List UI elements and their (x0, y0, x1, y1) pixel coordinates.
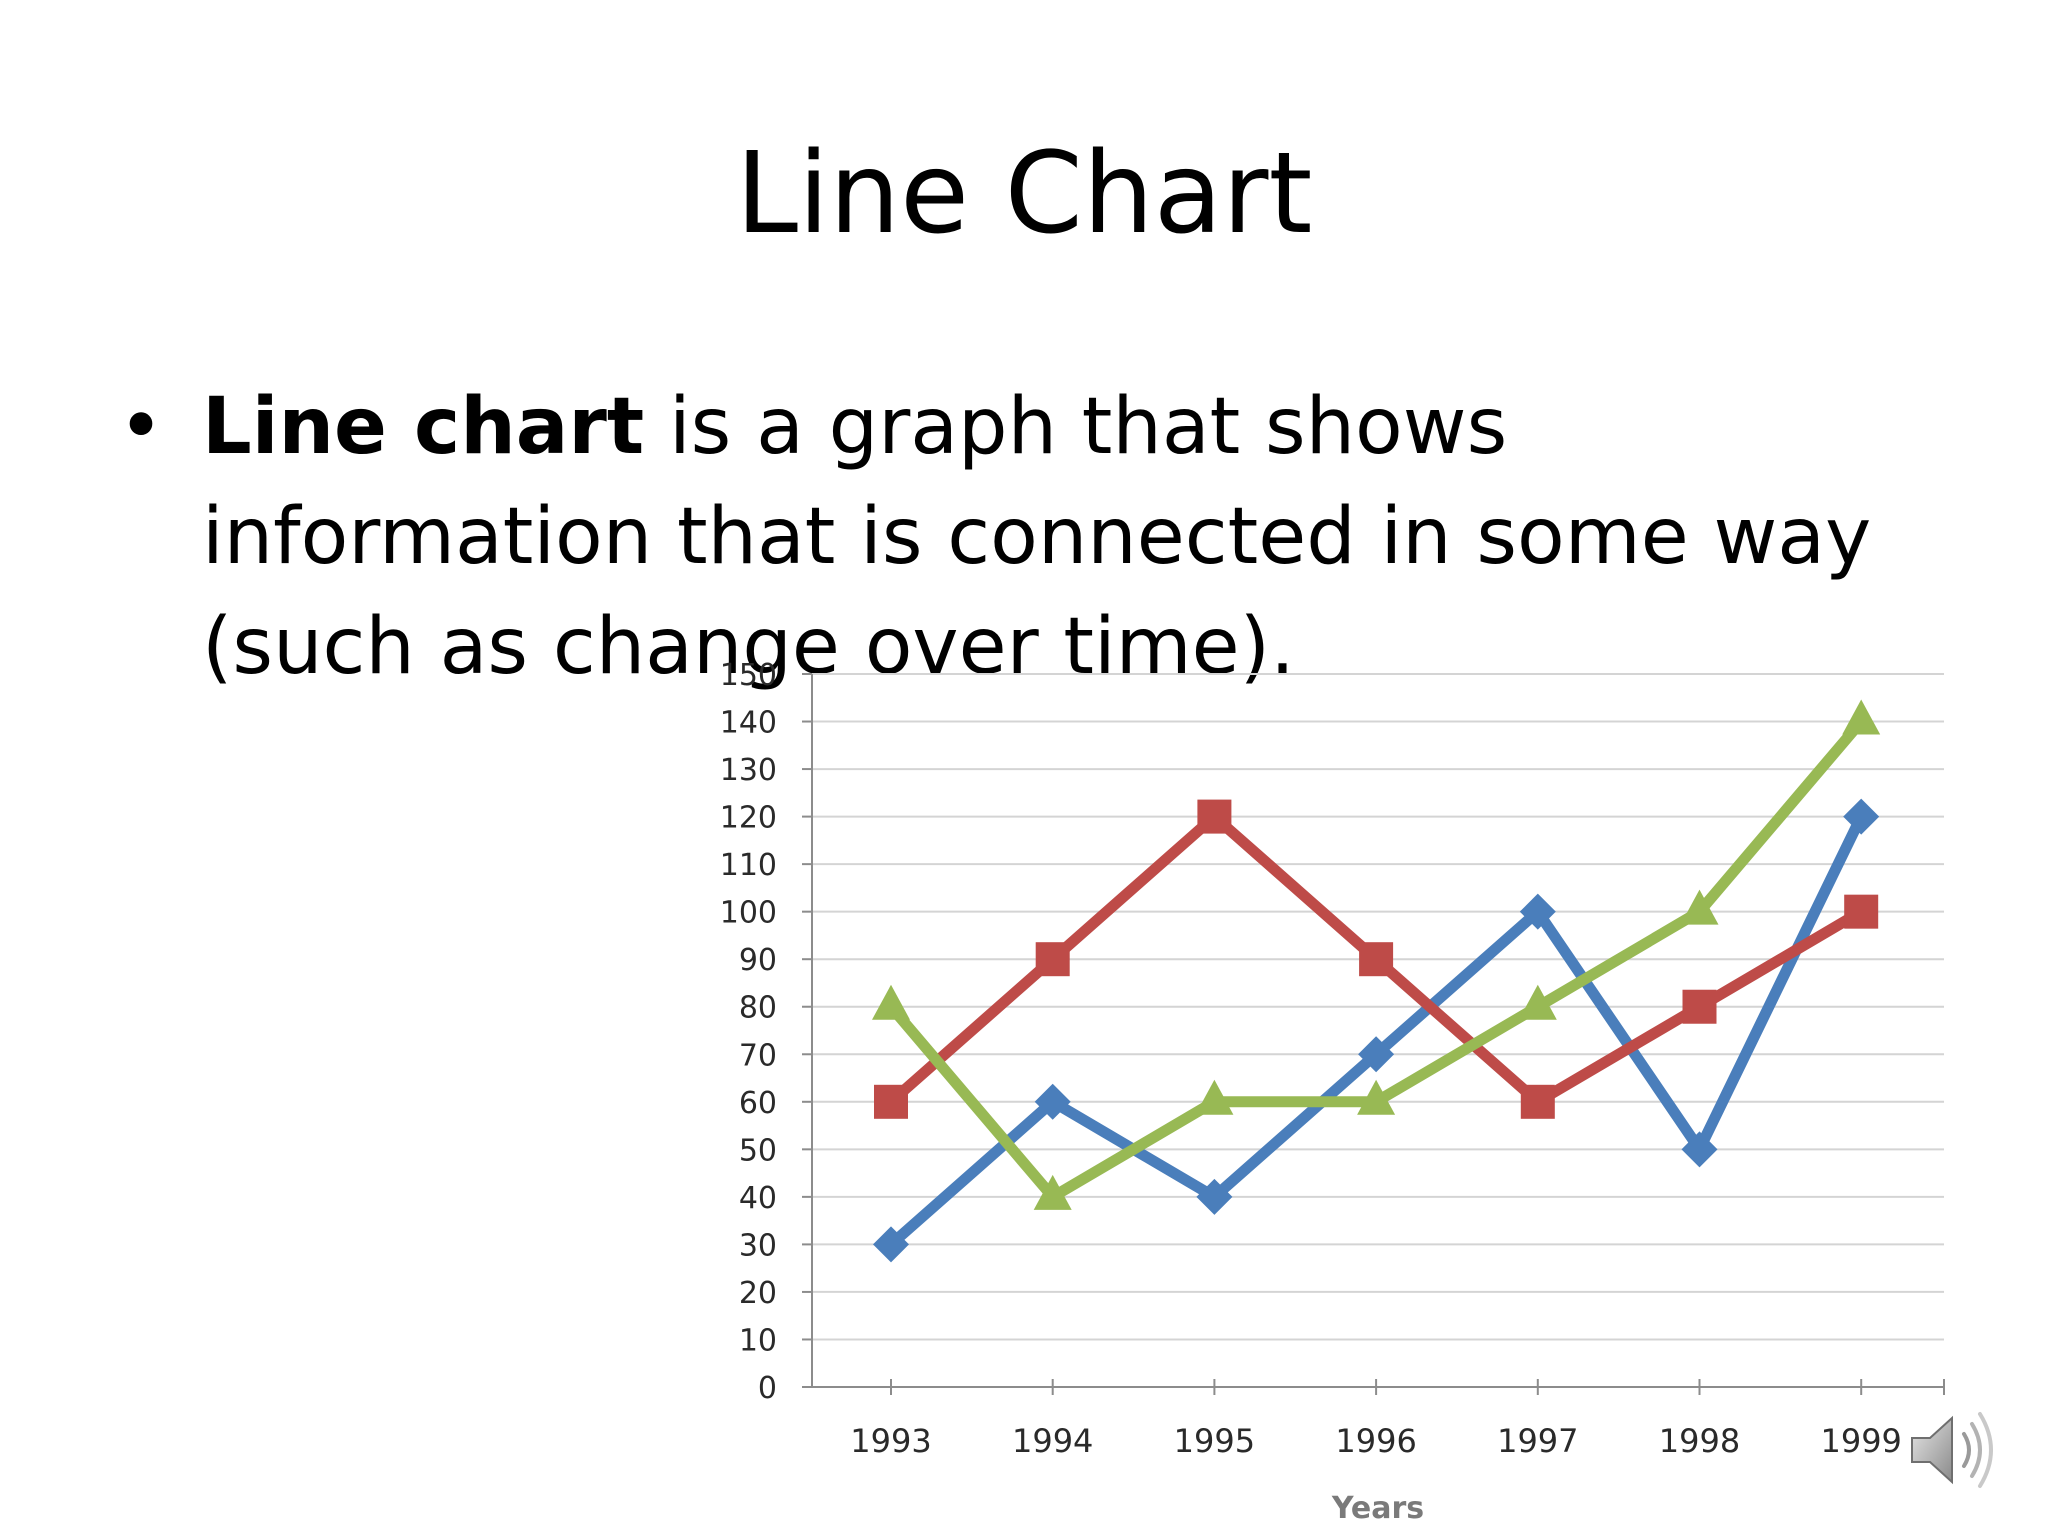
data-point-marker (873, 1226, 909, 1263)
y-tick-label: 100 (720, 896, 777, 931)
y-tick-label: 0 (758, 1371, 777, 1406)
x-tick-label: 1998 (1659, 1422, 1740, 1460)
x-tick-label: 1996 (1335, 1422, 1416, 1460)
x-tick-label: 1994 (1012, 1422, 1093, 1460)
y-tick-label: 150 (720, 658, 777, 693)
data-point-marker (872, 984, 910, 1020)
data-point-marker (1196, 1178, 1233, 1215)
y-tick-label: 120 (720, 801, 777, 836)
data-point-marker (1033, 1174, 1072, 1210)
y-tick-label: 50 (739, 1133, 777, 1168)
y-tick-label: 10 (739, 1323, 777, 1358)
data-point-marker (1843, 798, 1880, 835)
data-point-marker (1680, 889, 1719, 925)
bullet-text: Line chart is a graph that shows informa… (202, 372, 1978, 702)
bullet-point: • Line chart is a graph that shows infor… (118, 372, 1978, 702)
data-point-marker (1359, 942, 1394, 977)
y-tick-label: 70 (739, 1038, 777, 1073)
x-tick-label: 1999 (1820, 1422, 1901, 1460)
data-point-marker (1518, 984, 1557, 1020)
data-point-marker (1682, 989, 1717, 1024)
y-tick-label: 110 (720, 848, 777, 883)
data-point-marker (1357, 1079, 1396, 1115)
y-tick-label: 130 (720, 753, 777, 788)
data-point-marker (1358, 1036, 1395, 1073)
x-tick-label: 1995 (1174, 1422, 1255, 1460)
y-tick-label: 140 (720, 706, 777, 741)
data-point-marker (1034, 1083, 1071, 1120)
data-point-marker (1035, 942, 1070, 977)
data-point-marker (874, 1084, 908, 1119)
data-point-marker (1195, 1079, 1234, 1115)
data-point-marker (1519, 893, 1556, 930)
data-point-marker (1842, 699, 1881, 735)
data-point-marker (1197, 799, 1232, 834)
bullet-description: is a graph that shows information that i… (202, 382, 1872, 692)
y-tick-label: 30 (739, 1228, 777, 1263)
x-tick-label: 1997 (1497, 1422, 1578, 1460)
data-point-marker (1844, 894, 1879, 929)
data-point-marker (1681, 1131, 1718, 1168)
x-axis-title: Years (1331, 1491, 1424, 1526)
slide-title: Line Chart (735, 129, 1313, 259)
y-tick-label: 80 (739, 991, 777, 1026)
bullet-bold-term: Line chart (202, 382, 645, 472)
speaker-icon[interactable] (1904, 1400, 2004, 1500)
y-tick-label: 90 (739, 943, 777, 978)
y-tick-label: 20 (739, 1276, 777, 1311)
speaker-icon-graphic (1911, 1412, 1993, 1488)
x-tick-label: 1993 (850, 1422, 931, 1460)
y-tick-label: 60 (739, 1086, 777, 1121)
bullet-glyph: • (118, 382, 165, 472)
data-point-marker (1520, 1084, 1555, 1119)
y-tick-label: 40 (739, 1181, 777, 1216)
